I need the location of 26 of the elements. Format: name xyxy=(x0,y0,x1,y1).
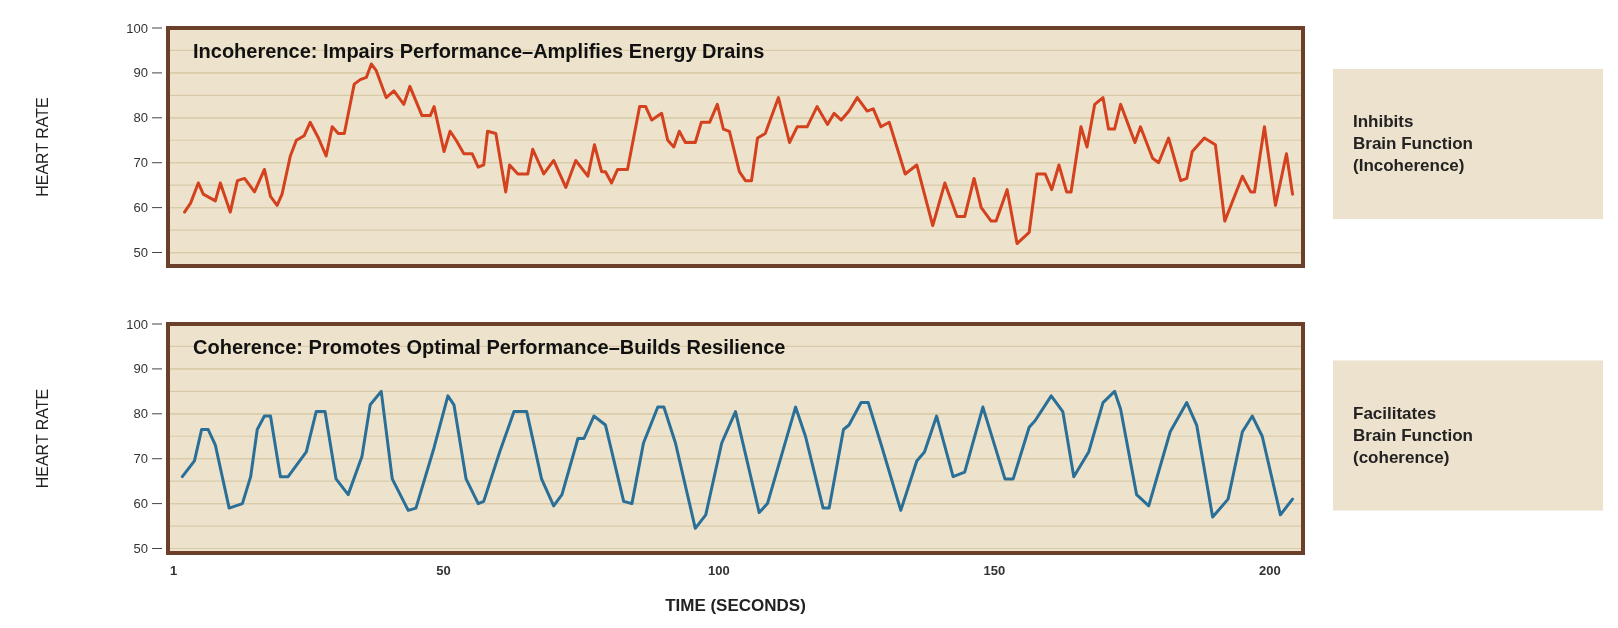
y-tick-label: 70 xyxy=(133,155,148,171)
y-tick-label: 90 xyxy=(133,65,148,81)
y-tick-label: 60 xyxy=(133,496,148,512)
x-tick-label: 100 xyxy=(708,563,730,578)
y-tick-label: 80 xyxy=(133,406,148,422)
y-tick-label: 100 xyxy=(126,316,148,332)
y-tick-label: 80 xyxy=(133,110,148,126)
y-tick-label: 50 xyxy=(133,541,148,557)
line-series xyxy=(183,62,1295,246)
y-tick-label: 60 xyxy=(133,200,148,216)
text: Inhibits Brain Function (Incoherence) xyxy=(1353,112,1473,175)
x-axis-title: TIME (SECONDS) xyxy=(665,596,806,615)
y-tick-label: 90 xyxy=(133,361,148,377)
text: Facilitates Brain Function (coherence) xyxy=(1353,403,1473,467)
x-tick-label: 1 xyxy=(169,563,178,578)
x-tick-label: 50 xyxy=(436,563,451,578)
text: Incoherence: Impairs Performance–Amplifies Energy Drains xyxy=(193,40,765,62)
y-tick-label: 50 xyxy=(133,245,148,261)
line-series xyxy=(180,389,1295,530)
y-axis-title: HEART RATE xyxy=(34,388,51,489)
x-tick-label: 200 xyxy=(1259,563,1281,578)
text: Coherence: Promotes Optimal Performance–Builds Resilience xyxy=(193,336,786,358)
x-tick-label: 150 xyxy=(983,563,1006,578)
y-tick-label: 100 xyxy=(126,20,148,36)
y-axis-title: HEART RATE xyxy=(34,97,51,197)
y-tick-label: 70 xyxy=(133,451,148,467)
